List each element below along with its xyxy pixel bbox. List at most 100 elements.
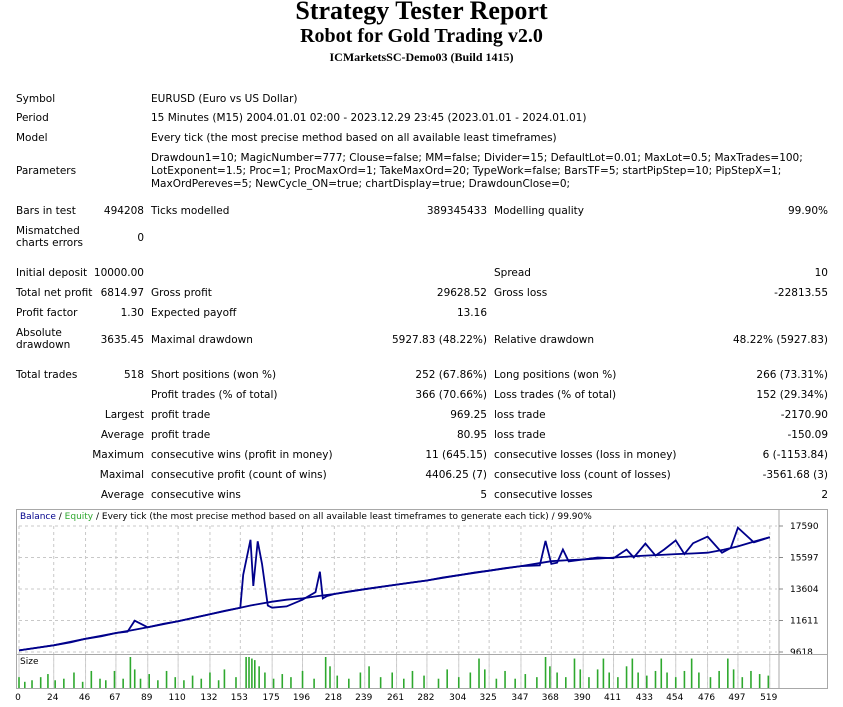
x-tick-label: 67 (109, 693, 120, 703)
quality-label: Modelling quality (494, 205, 584, 217)
netprofit-value: 6814.97 (100, 287, 144, 299)
x-tick-label: 454 (666, 693, 683, 703)
y-tick-label: 13604 (790, 585, 819, 595)
size-panel: Size (16, 654, 828, 689)
avg-cl-value: 2 (821, 489, 828, 501)
ticks-label: Ticks modelled (151, 205, 230, 217)
y-tick-label: 15597 (790, 554, 819, 564)
average-pt-value: 80.95 (456, 429, 487, 441)
long-value: 266 (73.31%) (756, 369, 828, 381)
x-tick-label: 24 (47, 693, 59, 703)
bars-label: Bars in test (16, 205, 76, 217)
mxl-cl-value: -3561.68 (3) (762, 469, 828, 481)
legend-sep: / (55, 512, 65, 522)
y-tick-label: 17590 (790, 522, 819, 532)
parameters-label: Parameters (16, 165, 77, 177)
legend-rest: / Every tick (the most precise method ba… (93, 512, 592, 522)
x-tick-label: 368 (542, 693, 559, 703)
mxl-cp-label: consecutive profit (count of wins) (151, 469, 327, 481)
max-cl-label: consecutive losses (loss in money) (494, 449, 677, 461)
period-label: Period (16, 112, 49, 124)
short-label: Short positions (won %) (151, 369, 277, 381)
avg-cw-value: 5 (480, 489, 487, 501)
maxdd-value: 5927.83 (48.22%) (392, 334, 487, 346)
chart-plot: 9618 11611 13604 15597 17590 (18, 510, 819, 688)
mxl-cl-label: consecutive loss (count of losses) (494, 469, 671, 481)
payoff-value: 13.16 (456, 307, 487, 319)
reldd-value: 48.22% (5927.83) (733, 334, 828, 346)
size-plot (18, 655, 771, 688)
x-tick-label: 519 (760, 693, 777, 703)
mismatch-value: 0 (137, 232, 144, 244)
payoff-label: Expected payoff (151, 307, 237, 319)
largest-pt-label: profit trade (151, 409, 211, 421)
x-tick-label: 476 (698, 693, 715, 703)
lt-value: 152 (29.34%) (756, 389, 828, 401)
average-label: Average (100, 429, 144, 441)
x-tick-label: 175 (263, 693, 280, 703)
x-tick-label: 261 (387, 693, 404, 703)
x-tick-label: 390 (574, 693, 591, 703)
pt-value: 366 (70.66%) (415, 389, 487, 401)
x-tick-label: 196 (293, 693, 310, 703)
largest-label: Largest (104, 409, 144, 421)
grossprofit-value: 29628.52 (436, 287, 487, 299)
bars-value: 494208 (103, 205, 144, 217)
max-cl-value: 6 (-1153.84) (762, 449, 828, 461)
x-tick-label: 89 (141, 693, 153, 703)
x-tick-label: 0 (15, 693, 21, 703)
avg-cw-label: consecutive wins (151, 489, 241, 501)
x-tick-label: 433 (636, 693, 653, 703)
average-pt-label: profit trade (151, 429, 211, 441)
x-tick-label: 110 (169, 693, 186, 703)
legend-balance: Balance (20, 512, 56, 522)
report-title: Strategy Tester Report (295, 0, 548, 25)
grossloss-label: Gross loss (494, 287, 548, 299)
avg-cl-label: consecutive losses (494, 489, 593, 501)
trades-value: 518 (123, 369, 144, 381)
lt-label: Loss trades (% of total) (494, 389, 617, 401)
pt-label: Profit trades (% of total) (151, 389, 278, 401)
mxl-cp-value: 4406.25 (7) (425, 469, 487, 481)
absdd-value: 3635.45 (100, 334, 144, 346)
maxdd-label: Maximal drawdown (151, 334, 253, 346)
maximum-label: Maximum (92, 449, 144, 461)
x-tick-label: 347 (511, 693, 528, 703)
chart-header: Balance / Equity / Every tick (the most … (20, 512, 592, 522)
x-tick-label: 46 (79, 693, 91, 703)
x-tick-label: 218 (325, 693, 342, 703)
average-lt-value: -150.09 (787, 429, 828, 441)
x-tick-label: 239 (355, 693, 372, 703)
x-axis: 0 24 46 67 89 110 132 153 175 196 218 239 261 282 304 3… (15, 693, 777, 703)
model-label: Model (16, 132, 48, 144)
x-tick-label: 411 (604, 693, 621, 703)
symbol-label: Symbol (16, 93, 56, 105)
mismatch-label: Mismatched charts errors (16, 225, 83, 249)
series-balance (18, 536, 771, 652)
trades-label: Total trades (16, 369, 78, 381)
balance-chart: Balance / Equity / Every tick (the most … (16, 509, 828, 689)
size-label: Size (20, 657, 39, 667)
model-value: Every tick (the most precise method base… (151, 132, 557, 144)
maximal-label: Maximal (99, 469, 144, 481)
short-value: 252 (67.86%) (415, 369, 487, 381)
largest-lt-value: -2170.90 (780, 409, 828, 421)
largest-lt-label: loss trade (494, 409, 546, 421)
y-tick-label: 9618 (790, 648, 813, 658)
spread-value: 10 (814, 267, 828, 279)
grossloss-value: -22813.55 (774, 287, 828, 299)
symbol-value: EURUSD (Euro vs US Dollar) (151, 93, 298, 105)
parameters-value: Drawdoun1=10; MagicNumber=777; Clouse=fa… (151, 152, 803, 190)
ticks-value: 389345433 (426, 205, 487, 217)
x-tick-label: 497 (728, 693, 745, 703)
deposit-label: Initial deposit (16, 267, 88, 279)
pf-value: 1.30 (120, 307, 144, 319)
max-cw-label: consecutive wins (profit in money) (151, 449, 333, 461)
grossprofit-label: Gross profit (151, 287, 212, 299)
x-tick-label: 282 (417, 693, 434, 703)
x-tick-label: 325 (480, 693, 497, 703)
netprofit-label: Total net profit (16, 287, 93, 299)
average-lt-label: loss trade (494, 429, 546, 441)
spread-label: Spread (494, 267, 531, 279)
report-subtitle: Robot for Gold Trading v2.0 (300, 25, 543, 47)
